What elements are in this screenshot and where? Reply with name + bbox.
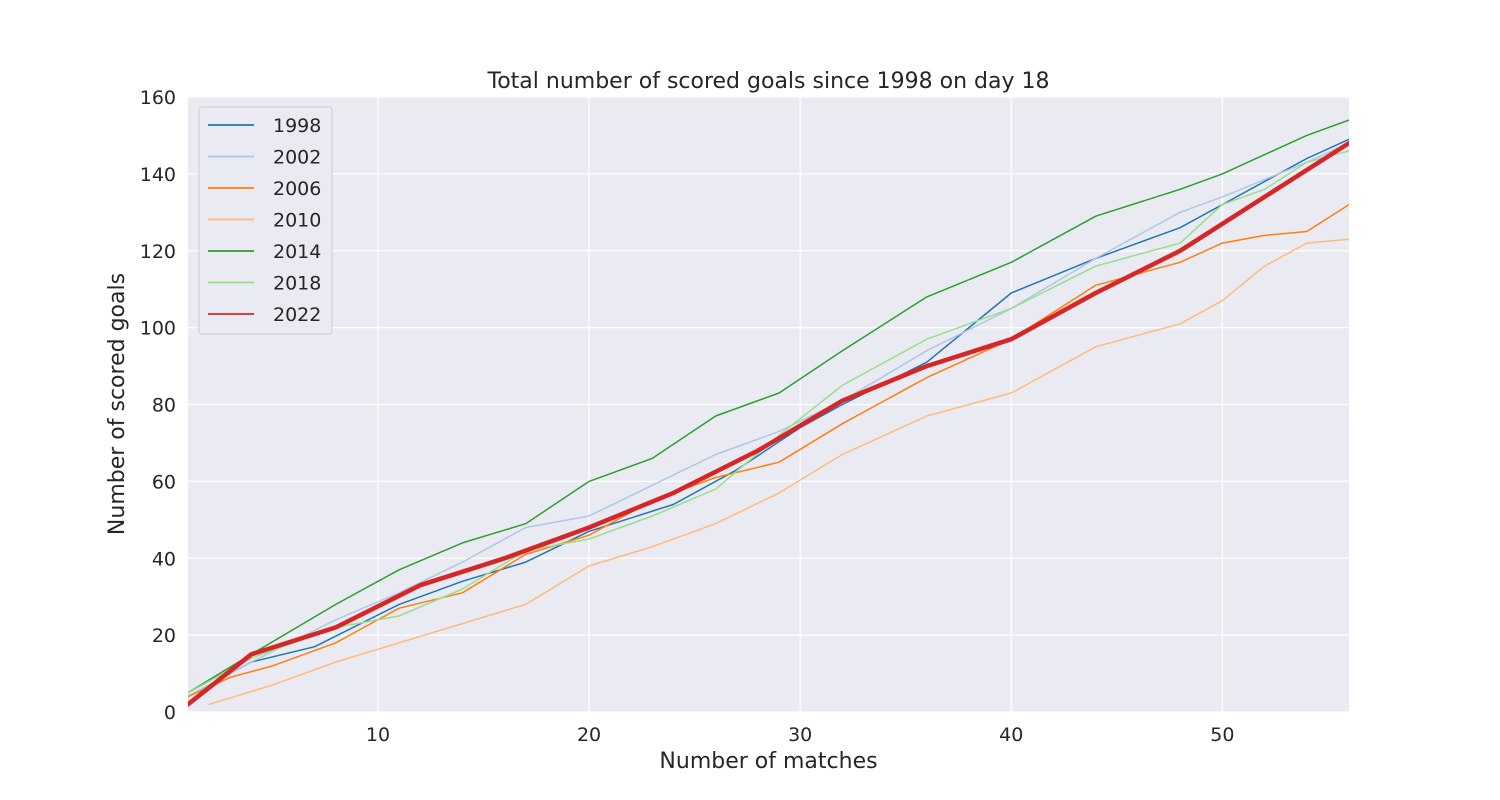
- x-axis-label: Number of matches: [659, 749, 877, 774]
- legend-label: 2014: [273, 241, 321, 263]
- legend-label: 2010: [273, 210, 321, 232]
- x-tick-label: 10: [366, 724, 390, 746]
- y-tick-label: 80: [152, 395, 176, 417]
- legend: 1998 2002 2006 2010 2014 2018 2022: [198, 106, 333, 335]
- y-tick-label: 40: [152, 548, 176, 570]
- y-tick-label: 0: [164, 702, 176, 724]
- y-tick-label: 100: [140, 318, 176, 340]
- y-tick-label: 160: [140, 87, 176, 109]
- series-lines: [188, 119, 1349, 707]
- x-tick-label: 30: [788, 724, 812, 746]
- series-line-2006: [188, 203, 1349, 698]
- series-line-2010: [208, 238, 1349, 706]
- x-tick-label: 20: [577, 724, 601, 746]
- chart-title: Total number of scored goals since 1998 …: [487, 69, 1050, 94]
- x-tick-label: 40: [999, 724, 1023, 746]
- series-line-1998: [188, 138, 1349, 698]
- series-line-2014: [188, 119, 1349, 694]
- legend-label: 2018: [273, 273, 321, 295]
- series-line-2002: [188, 142, 1349, 698]
- legend-label: 2002: [273, 147, 321, 169]
- series-line-2022: [188, 140, 1349, 707]
- y-axis-ticks: 0 20 40 60 80 100 120 140 160: [140, 87, 176, 724]
- legend-label: 2006: [273, 178, 321, 200]
- y-tick-label: 60: [152, 471, 176, 493]
- y-tick-label: 120: [140, 241, 176, 263]
- series-line-2018: [188, 150, 1349, 694]
- legend-label: 1998: [273, 115, 321, 137]
- x-axis-ticks: 10 20 30 40 50: [366, 724, 1235, 746]
- legend-label: 2022: [273, 304, 321, 326]
- grid-lines: [188, 96, 1349, 713]
- legend-box: [198, 106, 333, 335]
- x-tick-label: 50: [1210, 724, 1234, 746]
- y-axis-label: Number of scored goals: [105, 273, 130, 535]
- y-tick-label: 20: [152, 625, 176, 647]
- y-tick-label: 140: [140, 164, 176, 186]
